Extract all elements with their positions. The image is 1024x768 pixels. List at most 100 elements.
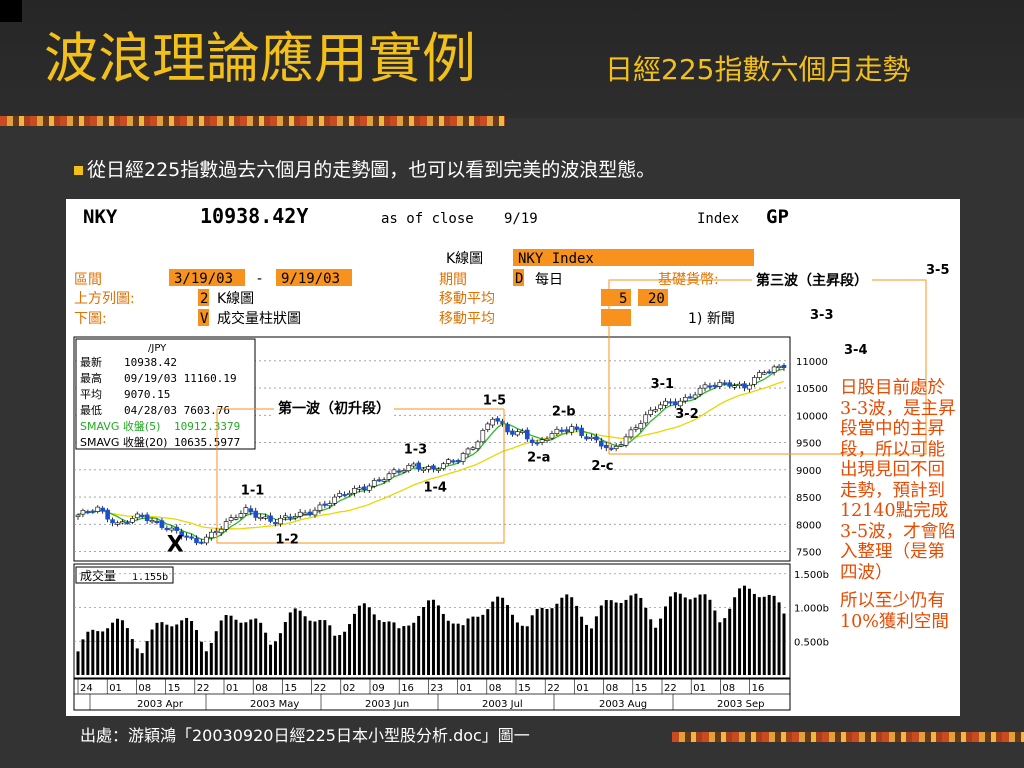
volume-bar (668, 596, 672, 675)
candle-body (702, 384, 708, 389)
candle-body (475, 441, 481, 450)
period-key-field[interactable] (513, 269, 524, 286)
candle-body (204, 536, 209, 544)
volume-bar (199, 641, 203, 675)
volume-bar (298, 610, 302, 675)
volume-bar (308, 620, 312, 675)
x-day-label: 22 (547, 683, 560, 694)
info-row-label: 平均 (80, 388, 102, 401)
x-month-label: 2003 Aug (599, 699, 647, 710)
price-frame (73, 336, 791, 562)
volume-bar (782, 613, 786, 675)
candle-body (623, 436, 629, 446)
info-box (75, 338, 256, 450)
date: 9/19 (504, 211, 538, 227)
info-unit: /JPY (148, 343, 167, 354)
volume-ytick-label: 0.500b (794, 637, 829, 648)
lower-key-field[interactable] (198, 309, 209, 326)
candle-body (589, 436, 594, 440)
candle-body (460, 453, 466, 462)
volume-yticks: 1.500b 1.000b 0.500b (794, 570, 829, 649)
candle-body (199, 541, 204, 544)
news-button[interactable]: 1) 新聞 (688, 311, 735, 327)
volume-bar (738, 588, 742, 675)
ma3-field[interactable] (601, 309, 631, 326)
candle-body (179, 531, 184, 537)
candle-body (717, 382, 723, 387)
candle-body (159, 520, 165, 528)
candle-body (574, 426, 579, 430)
candle-body (569, 426, 575, 433)
wave-label: X (167, 533, 184, 558)
wave-label: 1-2 (275, 532, 299, 547)
wave-label: 1-1 (241, 483, 264, 498)
volume-bar (757, 597, 761, 675)
volume-bar (402, 626, 406, 675)
candle-body (445, 459, 451, 464)
candle-body (169, 527, 175, 531)
x-month-label: 2003 Jun (365, 699, 409, 710)
price-ytick-label: 8000 (796, 520, 821, 531)
candle-body (327, 503, 333, 507)
x-day-label: 09 (372, 683, 385, 694)
volume-bar (377, 620, 381, 675)
candle-body (130, 518, 135, 523)
candle-body (515, 431, 520, 436)
volume-bar (180, 620, 184, 675)
wave-annotation: 3-4 (844, 343, 868, 358)
candle-body (490, 418, 496, 426)
volume-bar (545, 608, 549, 675)
volume-bar (170, 626, 174, 675)
volume-bar (185, 617, 189, 675)
candle-body (599, 440, 604, 447)
volume-bar (130, 639, 134, 675)
x-day-label: 24 (80, 683, 93, 694)
volume-bar (293, 608, 297, 675)
upper-key-field[interactable] (198, 289, 209, 306)
range-to-field[interactable] (276, 269, 352, 286)
volume-bar (209, 642, 213, 675)
volume-bar (441, 613, 445, 675)
volume-bar (565, 594, 569, 675)
volume-bar (407, 625, 411, 675)
volume-bar (520, 625, 524, 675)
range-from-field[interactable] (169, 269, 245, 286)
candle-body (752, 377, 757, 385)
candle-body (579, 427, 584, 436)
volume-bar (338, 635, 342, 675)
volume-bar (491, 601, 495, 675)
candle-body (342, 494, 347, 497)
volume-bar (190, 621, 194, 675)
candle-body (95, 506, 101, 512)
volume-value: 1.155b (132, 572, 168, 583)
candle-body (283, 515, 288, 518)
candle-body (450, 460, 456, 463)
price-grid (74, 360, 790, 552)
chart-value-field[interactable] (513, 249, 754, 266)
volume-bar (323, 620, 327, 675)
volume-bar (150, 629, 154, 675)
bullet-text: 從日經225指數過去六個月的走勢圖，也可以看到完美的波浪型態。 (74, 155, 655, 182)
volume-bar (664, 606, 668, 675)
volume-bar (288, 612, 292, 675)
volume-bar (481, 614, 485, 675)
period-label: 期間 (439, 272, 467, 288)
candle-body (648, 409, 653, 415)
candle-body (673, 401, 678, 406)
candle-body (678, 400, 683, 407)
period-key: D (515, 271, 523, 287)
candle-body (80, 509, 86, 515)
wave-label: 2-b (552, 404, 576, 419)
range-to: 9/19/03 (281, 271, 340, 287)
volume-ytick-label: 1.500b (794, 570, 829, 581)
volume-bar (728, 608, 732, 675)
candle-body (209, 531, 214, 539)
volume-bar (303, 616, 307, 675)
ma2-field[interactable] (638, 289, 668, 306)
volume-bar (585, 624, 589, 675)
candle-body (352, 487, 357, 494)
candle-body (549, 433, 555, 439)
volume-bar (214, 631, 218, 675)
volume-bar (723, 618, 727, 675)
candle-body (584, 436, 589, 440)
